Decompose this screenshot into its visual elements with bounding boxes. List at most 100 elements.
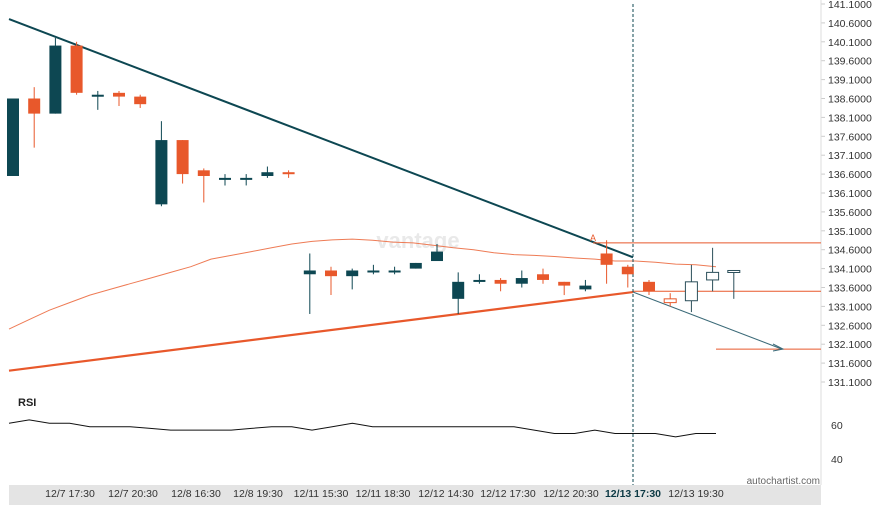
forecast-candle: [663, 293, 677, 307]
candle: [643, 279, 655, 296]
candle-body: [70, 45, 83, 93]
price-tick-label: 137.6000: [828, 131, 872, 143]
candle-body: [261, 172, 274, 176]
rsi-tick-label: 60: [831, 420, 843, 432]
candle-body: [282, 172, 295, 175]
forecast-arrow-head: [772, 343, 785, 352]
price-tick-label: 135.1000: [828, 226, 872, 238]
candle-body: [621, 266, 634, 275]
candle: [49, 38, 62, 114]
price-tick-label: 132.1000: [828, 339, 872, 351]
candle-body: [240, 177, 253, 180]
price-axis: 141.1000 140.6000 140.1000 139.6000 139.1000…: [820, 0, 872, 485]
forecast-candle: [727, 269, 741, 299]
candle-body: [537, 274, 549, 280]
candle: [600, 240, 613, 284]
time-axis-band: [9, 485, 821, 505]
rsi-title: RSI: [18, 397, 36, 409]
time-tick-label: 12/7 17:30: [45, 488, 95, 500]
candle: [494, 278, 507, 292]
forecast-candle: [684, 264, 698, 313]
candle-body: [388, 270, 401, 273]
watermark-text: vantage: [376, 228, 459, 253]
price-tick-label: 139.1000: [828, 75, 872, 87]
price-tick-label: 138.6000: [828, 94, 872, 106]
price-tick-label: 133.6000: [828, 283, 872, 295]
watermark: vantage: [376, 228, 459, 253]
price-tick-label: 140.1000: [828, 37, 872, 49]
candles: [7, 38, 741, 314]
price-tick-label: 134.6000: [828, 245, 872, 257]
candle: [176, 140, 189, 184]
candle: [325, 266, 337, 296]
candle: [197, 168, 210, 203]
candle-body: [473, 279, 486, 282]
candle-body: [558, 281, 571, 286]
candle: [452, 272, 465, 314]
triangle-pattern: A: [8, 4, 821, 485]
candle-body: [515, 278, 528, 284]
candle-body: [197, 170, 210, 176]
price-tick-label: 141.1000: [828, 0, 872, 11]
candle: [240, 174, 253, 186]
price-tick-label: 137.1000: [828, 150, 872, 162]
price-tick-label: 132.6000: [828, 320, 872, 332]
candle-body: [727, 269, 741, 273]
rsi-panel: RSI 60 40: [8, 397, 843, 466]
candle: [558, 281, 571, 296]
candle: [113, 90, 125, 107]
time-tick-label: 12/11 15:30: [294, 488, 349, 500]
moving-average: [8, 238, 717, 330]
candle: [409, 262, 422, 269]
attribution-text: autochartist.com: [747, 476, 820, 487]
candle-body: [663, 298, 677, 304]
candle-body: [325, 270, 337, 277]
price-tick-label: 133.1000: [828, 301, 872, 313]
price-tick-label: 134.1000: [828, 264, 872, 276]
candle: [621, 264, 634, 288]
candle-body: [155, 140, 168, 205]
candle-body: [684, 281, 698, 302]
candle-body: [367, 270, 380, 273]
price-tick-label: 131.6000: [828, 358, 872, 370]
ma-line: [8, 238, 717, 330]
candle: [537, 268, 549, 284]
lower-trendline: [8, 290, 634, 372]
candle-body: [7, 98, 19, 176]
candle-body: [91, 94, 104, 97]
price-tick-label: 136.1000: [828, 188, 872, 200]
time-axis: 12/7 17:30 12/7 20:30 12/8 16:30 12/8 19:30…: [9, 485, 821, 505]
candle-body: [219, 177, 231, 180]
candle-body: [113, 92, 125, 97]
time-tick-label: 12/12 17:30: [480, 488, 536, 500]
candle-body: [176, 140, 189, 175]
candle-body: [28, 98, 41, 114]
candle-body: [409, 262, 422, 269]
candle: [431, 244, 443, 262]
price-tick-label: 139.6000: [828, 56, 872, 68]
upper-trendline: [8, 18, 634, 259]
time-tick-label: 12/7 20:30: [108, 488, 158, 500]
candle: [367, 264, 380, 275]
candle: [303, 253, 316, 314]
time-tick-label: 12/8 16:30: [171, 488, 221, 500]
pattern-point-label: A: [590, 233, 596, 243]
candle: [219, 174, 231, 186]
candle-body: [134, 96, 147, 105]
forecast-candle: [706, 247, 720, 292]
candle-body: [579, 285, 592, 290]
candle: [261, 166, 274, 178]
candle: [346, 268, 359, 290]
price-tick-label: 135.6000: [828, 207, 872, 219]
candle: [155, 121, 168, 207]
time-tick-label: 12/13 19:30: [668, 488, 724, 500]
forecast-arrow: [632, 291, 783, 350]
candle: [28, 87, 41, 148]
candle-body: [494, 279, 507, 284]
candle: [70, 41, 83, 95]
candle: [282, 170, 295, 178]
candle: [7, 98, 19, 176]
candle: [473, 274, 486, 284]
time-tick-label: 12/11 18:30: [356, 488, 411, 500]
